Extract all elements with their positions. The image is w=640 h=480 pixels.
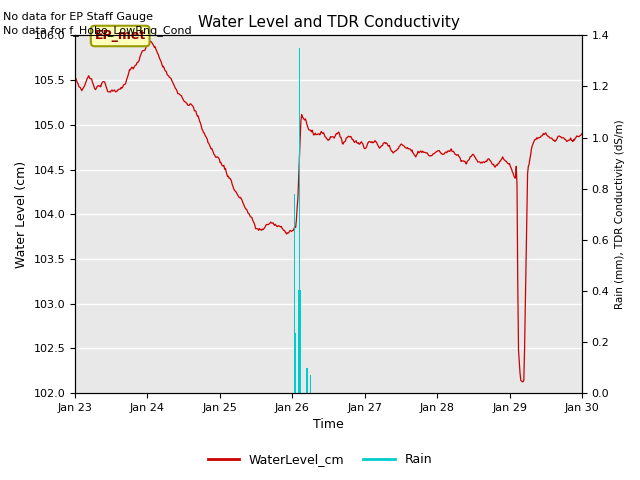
Legend: WaterLevel_cm, Rain: WaterLevel_cm, Rain xyxy=(203,448,437,471)
Bar xyxy=(299,48,300,393)
Bar xyxy=(307,368,308,393)
Y-axis label: Rain (mm), TDR Conductivity (dS/m): Rain (mm), TDR Conductivity (dS/m) xyxy=(615,120,625,309)
Bar xyxy=(300,289,301,393)
Text: EP_met: EP_met xyxy=(95,29,146,43)
Text: No data for EP Staff Gauge
No data for f_Hobo_LowRng_Cond: No data for EP Staff Gauge No data for f… xyxy=(3,12,192,36)
Bar xyxy=(294,194,296,393)
Y-axis label: Water Level (cm): Water Level (cm) xyxy=(15,161,28,268)
X-axis label: Time: Time xyxy=(313,419,344,432)
Bar xyxy=(298,289,300,393)
Title: Water Level and TDR Conductivity: Water Level and TDR Conductivity xyxy=(198,15,460,30)
Bar xyxy=(310,375,311,393)
Bar xyxy=(295,333,296,393)
